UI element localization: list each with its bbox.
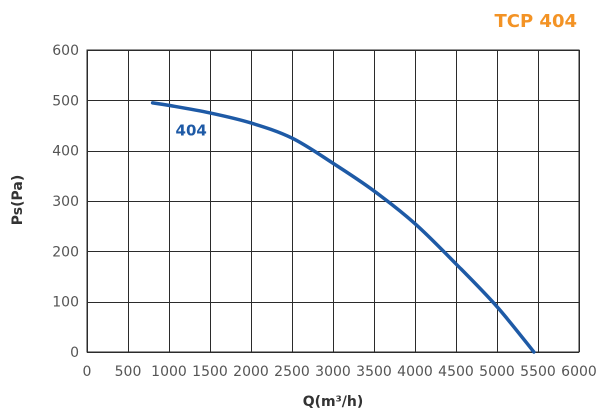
y-axis-tick-labels: 0 100 200 300 400 500 600 xyxy=(52,43,79,361)
series-404-curve xyxy=(150,101,536,354)
x-tick-label: 4000 xyxy=(397,364,433,380)
y-tick-label: 200 xyxy=(52,244,79,260)
x-tick-label: 5500 xyxy=(520,364,556,380)
x-tick-label: 2500 xyxy=(274,364,310,380)
y-axis-title: Ps(Pa) xyxy=(10,175,26,225)
x-tick-label: 0 xyxy=(83,364,92,380)
plot-area-border xyxy=(86,49,580,353)
y-tick-label: 0 xyxy=(70,345,79,361)
x-tick-label: 4500 xyxy=(438,364,474,380)
grid-lines xyxy=(87,50,580,353)
x-tick-label: 3500 xyxy=(356,364,392,380)
x-tick-label: 1500 xyxy=(192,364,228,380)
y-tick-label: 100 xyxy=(52,295,79,311)
x-tick-label: 500 xyxy=(115,364,142,380)
chart-title: TCP 404 xyxy=(494,11,577,32)
x-tick-label: 1000 xyxy=(151,364,187,380)
x-tick-label: 5000 xyxy=(479,364,515,380)
x-tick-label: 6000 xyxy=(561,364,597,380)
y-tick-label: 300 xyxy=(52,194,79,210)
x-axis-tick-labels: 0 500 1000 1500 2000 2500 3000 3500 4000 4500 5000… xyxy=(83,364,597,380)
x-axis-title: Q(m³/h) xyxy=(303,394,364,410)
x-tick-label: 3000 xyxy=(315,364,351,380)
x-tick-label: 2000 xyxy=(233,364,269,380)
series-404-label: 404 xyxy=(176,122,207,140)
y-tick-label: 600 xyxy=(52,43,79,59)
y-tick-label: 500 xyxy=(52,93,79,109)
y-tick-label: 400 xyxy=(52,144,79,160)
